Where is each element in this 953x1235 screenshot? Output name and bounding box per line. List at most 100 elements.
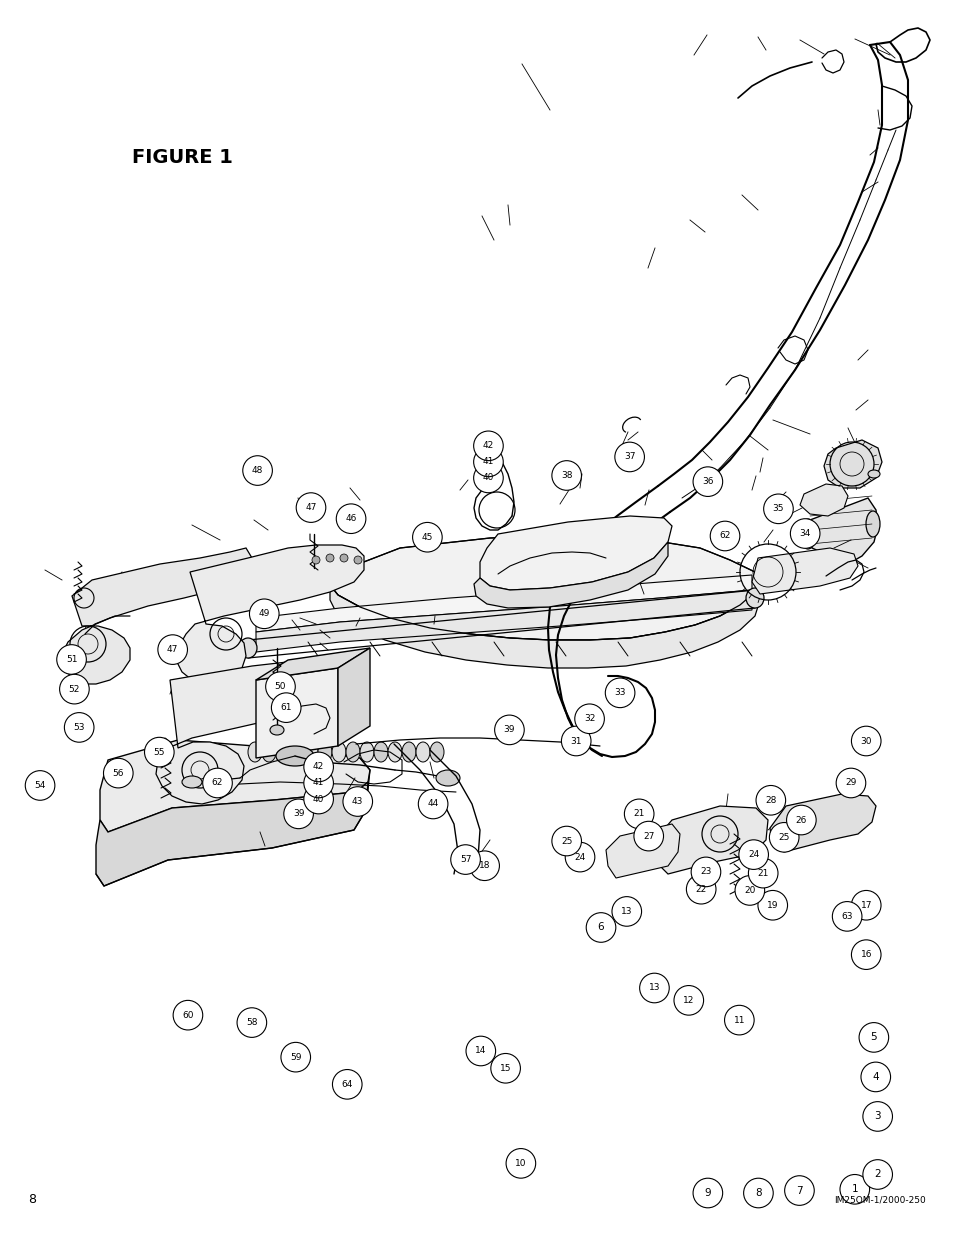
Circle shape <box>469 851 499 881</box>
Text: 41: 41 <box>482 457 494 467</box>
Text: FIGURE 1: FIGURE 1 <box>132 147 233 167</box>
Text: 13: 13 <box>648 983 659 993</box>
Circle shape <box>332 1070 362 1099</box>
Ellipse shape <box>388 742 401 762</box>
Ellipse shape <box>359 742 374 762</box>
Ellipse shape <box>317 742 332 762</box>
Text: 37: 37 <box>623 452 635 462</box>
Circle shape <box>614 442 644 472</box>
Ellipse shape <box>416 742 430 762</box>
Circle shape <box>271 693 301 722</box>
Circle shape <box>473 447 503 477</box>
Polygon shape <box>96 782 368 885</box>
Circle shape <box>551 826 581 856</box>
Text: 5: 5 <box>870 1032 876 1042</box>
Text: 26: 26 <box>795 815 806 825</box>
Text: 48: 48 <box>252 466 263 475</box>
Text: 33: 33 <box>614 688 625 698</box>
Text: 49: 49 <box>258 609 270 619</box>
Circle shape <box>303 768 334 798</box>
Circle shape <box>265 672 295 701</box>
Ellipse shape <box>800 519 815 550</box>
Text: 60: 60 <box>182 1010 193 1020</box>
Text: 21: 21 <box>757 868 768 878</box>
Polygon shape <box>255 668 337 758</box>
Circle shape <box>417 789 448 819</box>
Text: 35: 35 <box>772 504 783 514</box>
Circle shape <box>755 785 785 815</box>
Ellipse shape <box>865 511 879 537</box>
Text: 4: 4 <box>872 1072 878 1082</box>
Circle shape <box>103 758 133 788</box>
Polygon shape <box>823 440 882 488</box>
Circle shape <box>354 556 361 564</box>
Circle shape <box>783 1176 814 1205</box>
Circle shape <box>283 799 314 829</box>
Text: 46: 46 <box>345 514 356 524</box>
Ellipse shape <box>346 742 359 762</box>
Text: IM25OM-1/2000-250: IM25OM-1/2000-250 <box>833 1195 925 1204</box>
Circle shape <box>450 845 480 874</box>
Circle shape <box>202 768 233 798</box>
Circle shape <box>25 771 55 800</box>
Text: 14: 14 <box>475 1046 486 1056</box>
Ellipse shape <box>332 742 346 762</box>
Text: 36: 36 <box>701 477 713 487</box>
Text: 42: 42 <box>482 441 494 451</box>
Text: 22: 22 <box>695 884 706 894</box>
Text: 40: 40 <box>482 473 494 483</box>
Circle shape <box>768 823 799 852</box>
Circle shape <box>59 674 90 704</box>
Ellipse shape <box>430 742 443 762</box>
Text: 1: 1 <box>851 1184 857 1194</box>
Circle shape <box>762 494 793 524</box>
Circle shape <box>412 522 442 552</box>
Text: 25: 25 <box>560 836 572 846</box>
Text: 39: 39 <box>503 725 515 735</box>
Circle shape <box>236 1008 267 1037</box>
Circle shape <box>280 1042 311 1072</box>
Ellipse shape <box>275 746 314 766</box>
Polygon shape <box>255 576 751 632</box>
Circle shape <box>862 1102 892 1131</box>
Text: 15: 15 <box>499 1063 511 1073</box>
Polygon shape <box>479 516 671 590</box>
Circle shape <box>860 1062 890 1092</box>
Circle shape <box>172 1000 203 1030</box>
Circle shape <box>785 805 816 835</box>
Polygon shape <box>255 590 751 652</box>
Text: 44: 44 <box>427 799 438 809</box>
Polygon shape <box>605 824 679 878</box>
Circle shape <box>709 521 740 551</box>
Text: 63: 63 <box>841 911 852 921</box>
Ellipse shape <box>262 742 275 762</box>
Text: 45: 45 <box>421 532 433 542</box>
Text: 27: 27 <box>642 831 654 841</box>
Circle shape <box>639 973 669 1003</box>
Circle shape <box>564 842 595 872</box>
Text: 17: 17 <box>860 900 871 910</box>
Circle shape <box>326 555 334 562</box>
Circle shape <box>585 913 616 942</box>
Text: 8: 8 <box>755 1188 760 1198</box>
Text: 54: 54 <box>34 781 46 790</box>
Text: 42: 42 <box>313 762 324 772</box>
Text: 43: 43 <box>352 797 363 806</box>
Text: 11: 11 <box>733 1015 744 1025</box>
Circle shape <box>850 726 881 756</box>
Circle shape <box>242 456 273 485</box>
Text: 47: 47 <box>305 503 316 513</box>
Polygon shape <box>330 582 760 668</box>
Circle shape <box>850 940 881 969</box>
Text: 56: 56 <box>112 768 124 778</box>
Text: 7: 7 <box>796 1186 801 1195</box>
Circle shape <box>56 645 87 674</box>
Text: 47: 47 <box>167 645 178 655</box>
Text: 64: 64 <box>341 1079 353 1089</box>
Text: 25: 25 <box>778 832 789 842</box>
Text: 3: 3 <box>874 1112 880 1121</box>
Ellipse shape <box>270 725 284 735</box>
Circle shape <box>757 890 787 920</box>
Circle shape <box>64 713 94 742</box>
Circle shape <box>611 897 641 926</box>
